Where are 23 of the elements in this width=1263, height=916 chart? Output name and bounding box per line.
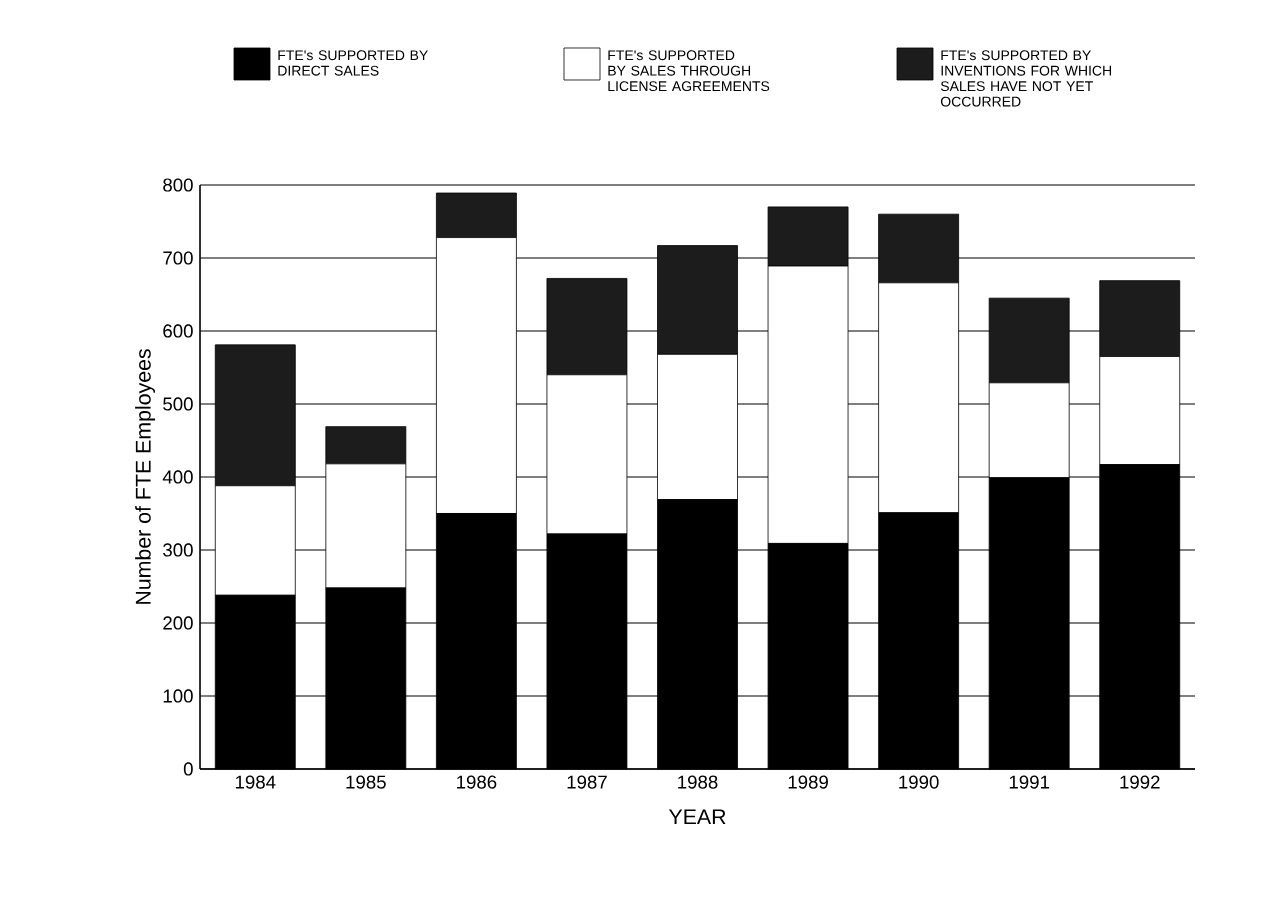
y-tick-label: 500: [163, 397, 193, 411]
legend-label: FTE's SUPPORTED BY DIRECT SALES: [278, 50, 428, 76]
y-tick-label: 0: [183, 762, 193, 776]
y-tick-label: 300: [163, 543, 193, 557]
x-tick-label: 1988: [678, 775, 718, 789]
x-tick-label: 1991: [1009, 775, 1050, 789]
x-tick-label: 1992: [1120, 775, 1160, 789]
x-tick-label: 1990: [899, 775, 939, 789]
y-tick-label: 200: [163, 616, 193, 630]
legend-label: FTE's SUPPORTED BY INVENTIONS FOR WHICH SALES HAVE NOT YET OCCURRED: [940, 50, 1112, 107]
x-axis-title: YEAR: [668, 809, 726, 825]
y-tick-label: 800: [163, 178, 193, 192]
x-tick-label: 1989: [788, 775, 828, 789]
x-tick-label: 1984: [235, 775, 276, 789]
x-tick-label: 1985: [346, 775, 386, 789]
legend-label: FTE's SUPPORTED BY SALES THROUGH LICENSE AGREEMENTS: [608, 50, 770, 92]
x-tick-label: 1986: [457, 775, 497, 789]
y-tick-label: 100: [163, 689, 193, 703]
x-tick-label: 1987: [567, 775, 607, 789]
y-tick-label: 600: [163, 324, 193, 338]
y-tick-label: 400: [162, 470, 193, 484]
y-axis-title: Number of FTE Employees: [135, 349, 155, 604]
y-tick-label: 700: [163, 251, 193, 265]
